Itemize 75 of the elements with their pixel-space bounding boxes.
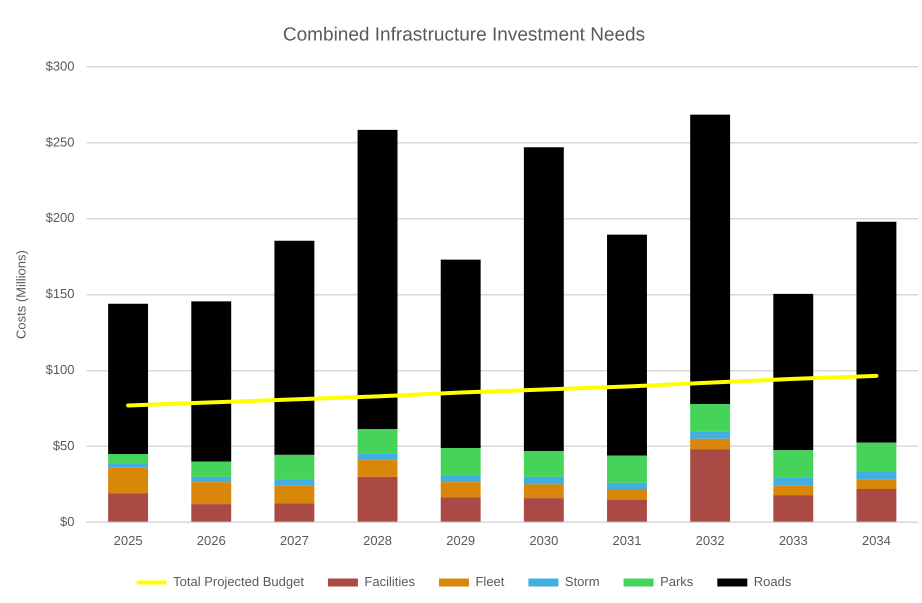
- bar: [856, 488, 896, 522]
- bar: [773, 450, 814, 478]
- y-tick-label: $200: [46, 210, 75, 226]
- bar: [856, 479, 896, 489]
- legend-label: Fleet: [475, 574, 505, 590]
- bar: [358, 476, 398, 522]
- y-tick-label: $150: [46, 286, 75, 302]
- bar: [607, 234, 647, 456]
- bar: [274, 454, 314, 480]
- y-tick-label: $250: [46, 134, 75, 150]
- bar: [440, 260, 481, 448]
- bar: [524, 484, 564, 498]
- bar: [690, 114, 730, 404]
- bar: [524, 476, 564, 484]
- bar: [191, 482, 232, 504]
- y-axis-title: Costs (Millions): [13, 250, 28, 340]
- bar: [856, 472, 896, 480]
- bar: [108, 468, 148, 494]
- bar: [108, 454, 148, 464]
- bar: [191, 301, 232, 462]
- x-tick-label: 2029: [446, 532, 476, 548]
- chart-title: Combined Infrastructure Investment Needs: [282, 24, 646, 46]
- bar: [607, 456, 647, 483]
- bar: [108, 304, 148, 454]
- x-tick-label: 2033: [778, 532, 808, 548]
- bar: [274, 503, 314, 522]
- bar: [607, 500, 647, 522]
- bar: [274, 485, 314, 504]
- y-tick-label: $0: [60, 514, 75, 529]
- bar: [440, 482, 481, 498]
- legend-label: Parks: [660, 574, 694, 590]
- bar: [690, 404, 730, 432]
- bar: [191, 462, 232, 477]
- bar: [856, 222, 896, 443]
- bar: [690, 450, 730, 522]
- bar: [358, 460, 398, 477]
- x-tick-label: 2034: [862, 532, 891, 548]
- x-tick-label: 2026: [196, 532, 226, 548]
- y-tick-label: $300: [46, 58, 75, 74]
- bar: [524, 147, 564, 452]
- bar: [108, 463, 148, 468]
- legend-label: Total Projected Budget: [173, 574, 304, 590]
- bar: [773, 294, 814, 450]
- y-tick-label: $100: [46, 362, 75, 378]
- bar: [274, 479, 314, 486]
- legend-label: Facilities: [364, 574, 416, 590]
- bar: [440, 497, 481, 522]
- bar: [440, 475, 481, 482]
- bar: [773, 478, 814, 486]
- bar: [440, 448, 481, 476]
- bar: [191, 476, 232, 482]
- x-tick-label: 2030: [529, 532, 558, 548]
- bar: [607, 482, 647, 489]
- bar: [773, 485, 814, 496]
- bar: [773, 495, 814, 522]
- y-tick-label: $50: [52, 438, 75, 454]
- bar: [607, 488, 647, 500]
- x-tick-label: 2027: [280, 532, 309, 548]
- x-tick-label: 2025: [114, 532, 143, 548]
- x-tick-label: 2028: [363, 532, 392, 548]
- legend-label: Storm: [564, 574, 600, 590]
- bar: [108, 494, 148, 522]
- bar: [524, 498, 564, 522]
- bar: [856, 442, 896, 472]
- bar: [524, 451, 564, 477]
- x-tick-label: 2031: [612, 532, 642, 548]
- bar: [690, 431, 730, 439]
- bar: [358, 130, 398, 429]
- x-tick-label: 2032: [696, 532, 725, 548]
- bar: [274, 240, 314, 455]
- bar: [690, 438, 730, 450]
- bar: [358, 453, 398, 460]
- legend-label: Roads: [754, 574, 792, 590]
- bar: [358, 429, 398, 454]
- bar: [191, 504, 232, 522]
